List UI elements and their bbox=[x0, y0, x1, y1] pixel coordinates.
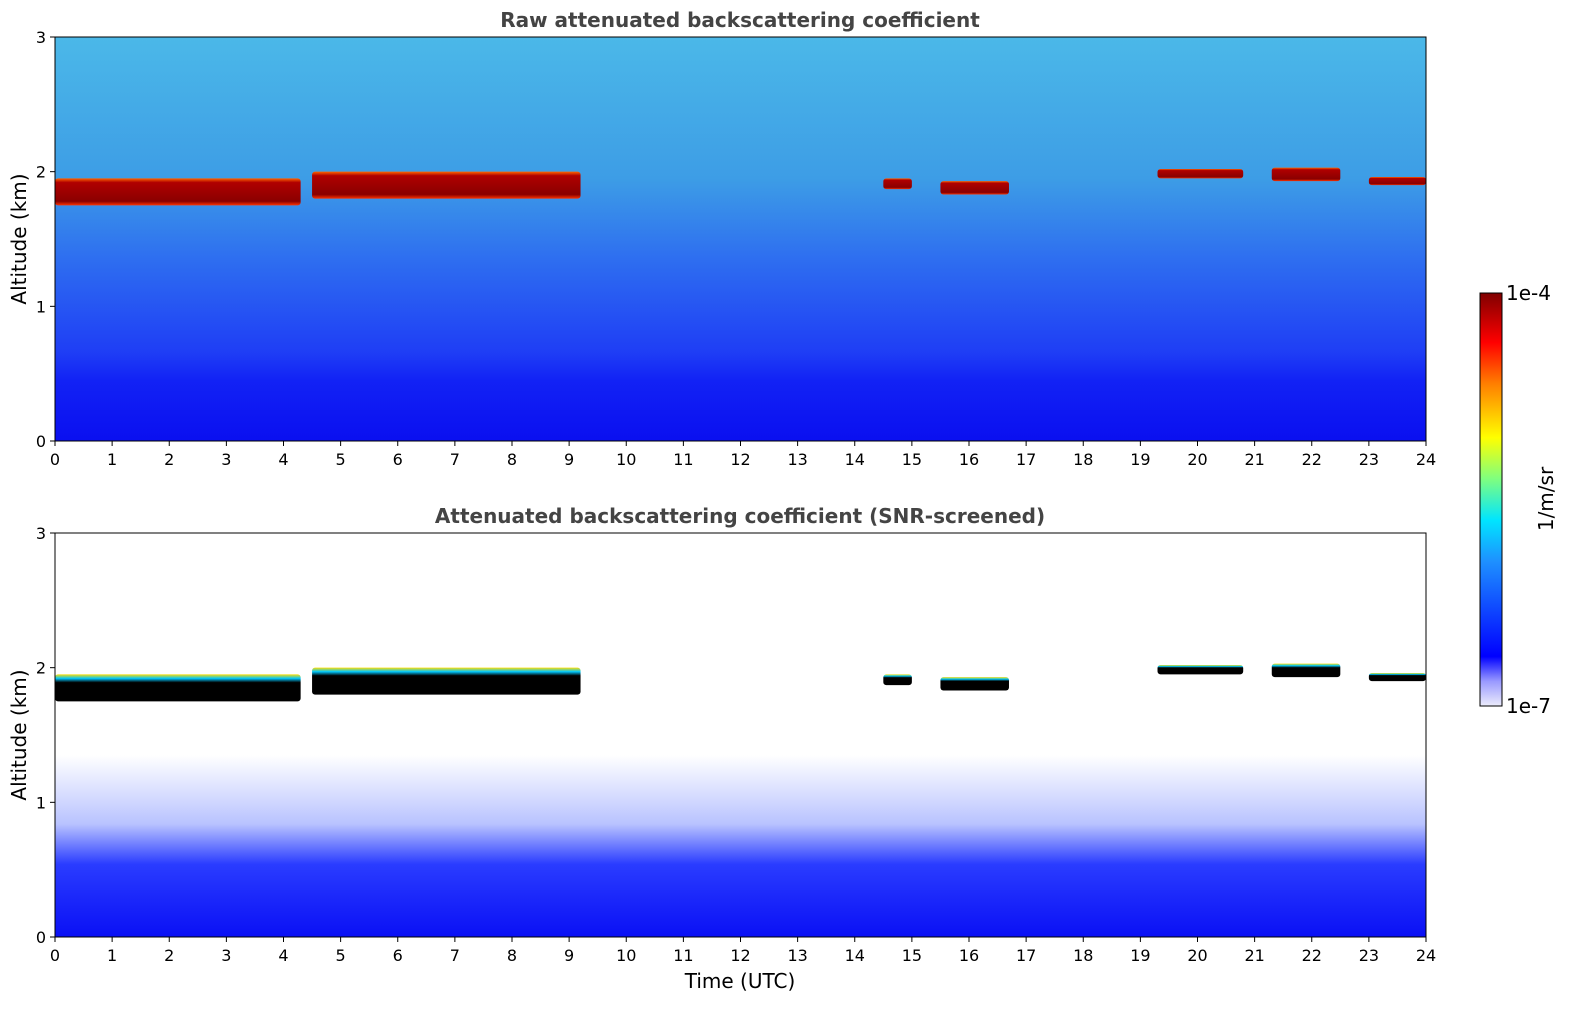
x-tick-label: 18 bbox=[1073, 946, 1093, 965]
x-tick-label: 20 bbox=[1187, 946, 1207, 965]
x-tick-label: 3 bbox=[221, 946, 231, 965]
x-tick-label: 8 bbox=[507, 450, 517, 469]
raw-x-axis: 0 1 2 3 4 5 6 7 8 9 10 11 12 13 14 15 16 17 18 19 20 21 22 23 24 bbox=[50, 441, 1436, 469]
x-tick-label: 1 bbox=[107, 450, 117, 469]
cloud-layer bbox=[1368, 177, 1426, 186]
x-tick-label: 23 bbox=[1359, 946, 1379, 965]
cloud-layer bbox=[1157, 664, 1244, 675]
colorbar-unit-label: 1/m/sr bbox=[1534, 466, 1558, 531]
x-tick-label: 17 bbox=[1016, 450, 1036, 469]
cloud-layer bbox=[1271, 167, 1341, 182]
x-tick-label: 13 bbox=[787, 946, 807, 965]
cloud-layer bbox=[1271, 663, 1341, 678]
x-tick-label: 1 bbox=[107, 946, 117, 965]
raw-y-axis-label: Altitude (km) bbox=[7, 173, 31, 304]
colorbar-max-label: 1e-4 bbox=[1506, 281, 1551, 305]
x-tick-label: 5 bbox=[336, 946, 346, 965]
x-tick-label: 8 bbox=[507, 946, 517, 965]
screened-y-axis-label: Altitude (km) bbox=[7, 669, 31, 800]
x-tick-label: 21 bbox=[1244, 450, 1264, 469]
colorbar-gradient bbox=[1479, 292, 1503, 707]
x-tick-label: 5 bbox=[336, 450, 346, 469]
raw-cloud-layers bbox=[55, 167, 1426, 206]
cloud-layer bbox=[55, 178, 301, 206]
screened-y-axis: 0 1 2 3 bbox=[36, 524, 55, 947]
x-tick-label: 23 bbox=[1359, 450, 1379, 469]
x-tick-label: 17 bbox=[1016, 946, 1036, 965]
y-tick-label: 3 bbox=[36, 524, 46, 543]
x-tick-label: 12 bbox=[730, 450, 750, 469]
x-tick-label: 16 bbox=[959, 450, 979, 469]
x-tick-label: 15 bbox=[902, 946, 922, 965]
x-tick-label: 19 bbox=[1130, 450, 1150, 469]
x-tick-label: 22 bbox=[1302, 450, 1322, 469]
x-tick-label: 15 bbox=[902, 450, 922, 469]
y-tick-label: 0 bbox=[36, 928, 46, 947]
cloud-layer bbox=[1368, 673, 1426, 682]
x-tick-label: 4 bbox=[278, 450, 288, 469]
cloud-layer bbox=[883, 178, 912, 190]
x-tick-label: 0 bbox=[50, 450, 60, 469]
x-tick-label: 4 bbox=[278, 946, 288, 965]
x-tick-label: 13 bbox=[787, 450, 807, 469]
x-tick-label: 20 bbox=[1187, 450, 1207, 469]
y-tick-label: 2 bbox=[36, 659, 46, 678]
raw-panel-title: Raw attenuated backscattering coefficien… bbox=[500, 8, 980, 32]
x-tick-label: 2 bbox=[164, 450, 174, 469]
raw-panel: Raw attenuated backscattering coefficien… bbox=[7, 8, 1436, 469]
x-tick-label: 16 bbox=[959, 946, 979, 965]
screened-x-axis: 0 1 2 3 4 5 6 7 8 9 10 11 12 13 14 15 16 17 18 19 20 21 22 23 24 bbox=[50, 937, 1436, 965]
screened-cloud-layers bbox=[55, 663, 1426, 702]
x-tick-label: 19 bbox=[1130, 946, 1150, 965]
x-tick-label: 24 bbox=[1416, 450, 1436, 469]
cloud-layer bbox=[1157, 168, 1244, 179]
x-tick-label: 7 bbox=[450, 450, 460, 469]
screened-plot-background bbox=[55, 533, 1426, 937]
x-tick-label: 7 bbox=[450, 946, 460, 965]
cloud-layer bbox=[883, 674, 912, 686]
x-tick-label: 14 bbox=[845, 946, 865, 965]
x-tick-label: 12 bbox=[730, 946, 750, 965]
x-tick-label: 11 bbox=[673, 450, 693, 469]
cloud-layer bbox=[312, 171, 581, 199]
x-tick-label: 18 bbox=[1073, 450, 1093, 469]
x-tick-label: 9 bbox=[564, 946, 574, 965]
x-tick-label: 2 bbox=[164, 946, 174, 965]
x-tick-label: 9 bbox=[564, 450, 574, 469]
x-tick-label: 21 bbox=[1244, 946, 1264, 965]
x-tick-label: 10 bbox=[616, 946, 636, 965]
x-tick-label: 24 bbox=[1416, 946, 1436, 965]
cloud-layer bbox=[940, 677, 1009, 691]
colorbar: 1e-4 1e-7 1/m/sr bbox=[1479, 281, 1558, 718]
x-tick-label: 0 bbox=[50, 946, 60, 965]
screened-panel-title: Attenuated backscattering coefficient (S… bbox=[435, 504, 1045, 528]
x-tick-label: 22 bbox=[1302, 946, 1322, 965]
x-tick-label: 14 bbox=[845, 450, 865, 469]
x-tick-label: 11 bbox=[673, 946, 693, 965]
cloud-layer bbox=[940, 181, 1009, 195]
y-tick-label: 0 bbox=[36, 432, 46, 451]
y-tick-label: 3 bbox=[36, 28, 46, 47]
x-tick-label: 6 bbox=[393, 450, 403, 469]
y-tick-label: 1 bbox=[36, 793, 46, 812]
x-tick-label: 6 bbox=[393, 946, 403, 965]
screened-panel: Attenuated backscattering coefficient (S… bbox=[7, 504, 1436, 993]
raw-plot-background bbox=[55, 37, 1426, 441]
x-tick-label: 3 bbox=[221, 450, 231, 469]
x-axis-label: Time (UTC) bbox=[684, 969, 796, 993]
cloud-layer bbox=[312, 667, 581, 695]
raw-y-axis: 0 1 2 3 bbox=[36, 28, 55, 451]
y-tick-label: 2 bbox=[36, 163, 46, 182]
cloud-layer bbox=[55, 674, 301, 702]
colorbar-min-label: 1e-7 bbox=[1506, 694, 1551, 718]
x-tick-label: 10 bbox=[616, 450, 636, 469]
y-tick-label: 1 bbox=[36, 297, 46, 316]
